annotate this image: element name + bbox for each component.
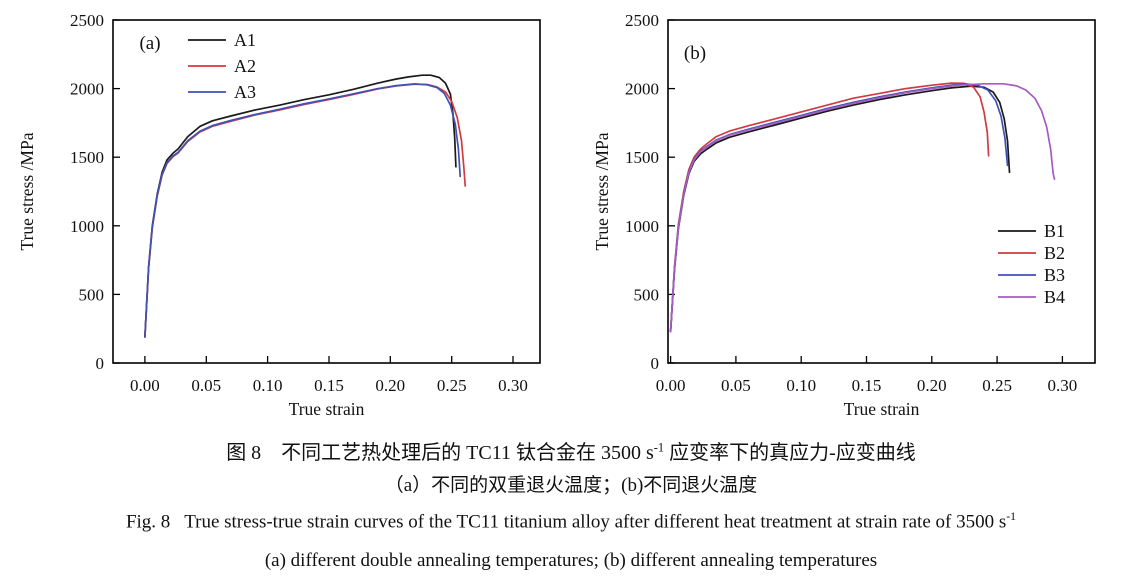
y-tick-label: 2500 <box>625 11 659 30</box>
x-tick-label: 0.25 <box>437 376 467 395</box>
x-tick-label: 0.00 <box>130 376 160 395</box>
y-axis-title: True stress /MPa <box>592 132 612 250</box>
caption-en1-text: Fig. 8 True stress-true strain curves of… <box>125 511 1007 533</box>
legend-label-B4: B4 <box>1044 287 1065 307</box>
x-axis-title: True strain <box>289 399 365 419</box>
legend-label-A2: A2 <box>234 56 256 76</box>
series-A1 <box>144 74 457 338</box>
x-tick-label: 0.30 <box>1048 376 1078 395</box>
x-tick-label: 0.20 <box>375 376 405 395</box>
caption-chinese-line1: 图 8 不同工艺热处理后的 TC11 钛合金在 3500 s-1 应变率下的真应… <box>0 436 1142 465</box>
y-tick-label: 2000 <box>625 80 659 99</box>
series-A3 <box>144 83 462 338</box>
legend-label-B3: B3 <box>1044 265 1065 285</box>
x-tick-label: 0.05 <box>191 376 221 395</box>
y-tick-label: 2500 <box>70 11 104 30</box>
y-tick-label: 0 <box>651 354 660 373</box>
y-tick-label: 1500 <box>625 148 659 167</box>
caption-english-line2: (a) different double annealing temperatu… <box>264 550 878 571</box>
caption-zh1-tail: 应变率下的真应力-应变曲线 <box>664 442 916 464</box>
plot-frame <box>667 19 1096 364</box>
y-tick-label: 2000 <box>70 80 104 99</box>
y-axis-title: True stress /MPa <box>17 132 37 250</box>
caption-english-line1: Fig. 8 True stress-true strain curves of… <box>0 510 1142 533</box>
y-tick-label: 500 <box>79 285 105 304</box>
caption-zh1-superscript: -1 <box>653 440 665 455</box>
caption-zh1-text: 图 8 不同工艺热处理后的 TC11 钛合金在 3500 s <box>226 442 654 464</box>
x-tick-label: 0.10 <box>786 376 816 395</box>
chart-panel-b: 0.00 0.05 0.10 0.15 0.20 0.25 0.30 0 500 1000 1500… <box>592 11 1096 419</box>
series-B2 <box>669 82 990 333</box>
series-B4 <box>669 82 1056 333</box>
y-tick-label: 1500 <box>70 148 104 167</box>
caption-chinese-line2: （a）不同的双重退火温度；(b)不同退火温度 <box>384 475 758 496</box>
legend-label-B1: B1 <box>1044 221 1065 241</box>
x-tick-label: 0.20 <box>917 376 947 395</box>
panel-label: (b) <box>684 43 706 64</box>
y-tick-label: 1000 <box>70 217 104 236</box>
x-tick-label: 0.00 <box>656 376 686 395</box>
legend-label-A3: A3 <box>234 82 256 102</box>
series-B3 <box>669 82 1009 333</box>
y-tick-label: 1000 <box>625 217 659 236</box>
series-A2 <box>144 83 467 338</box>
plot-frame <box>112 19 541 364</box>
panel-label: (a) <box>139 33 160 54</box>
legend-label-A1: A1 <box>234 30 256 50</box>
x-tick-label: 0.10 <box>253 376 283 395</box>
x-tick-label: 0.15 <box>852 376 882 395</box>
y-tick-label: 500 <box>634 285 660 304</box>
caption-en1-superscript: -1 <box>1006 510 1017 523</box>
legend-label-B2: B2 <box>1044 243 1065 263</box>
y-tick-label: 0 <box>96 354 105 373</box>
x-tick-label: 0.15 <box>314 376 344 395</box>
chart-panel-a: 0.00 0.05 0.10 0.15 0.20 0.25 0.30 0 500 1000 1500… <box>17 11 541 419</box>
x-tick-label: 0.30 <box>498 376 528 395</box>
series-B1 <box>669 85 1011 333</box>
x-tick-label: 0.05 <box>721 376 751 395</box>
x-tick-label: 0.25 <box>982 376 1012 395</box>
x-axis-title: True strain <box>844 399 920 419</box>
